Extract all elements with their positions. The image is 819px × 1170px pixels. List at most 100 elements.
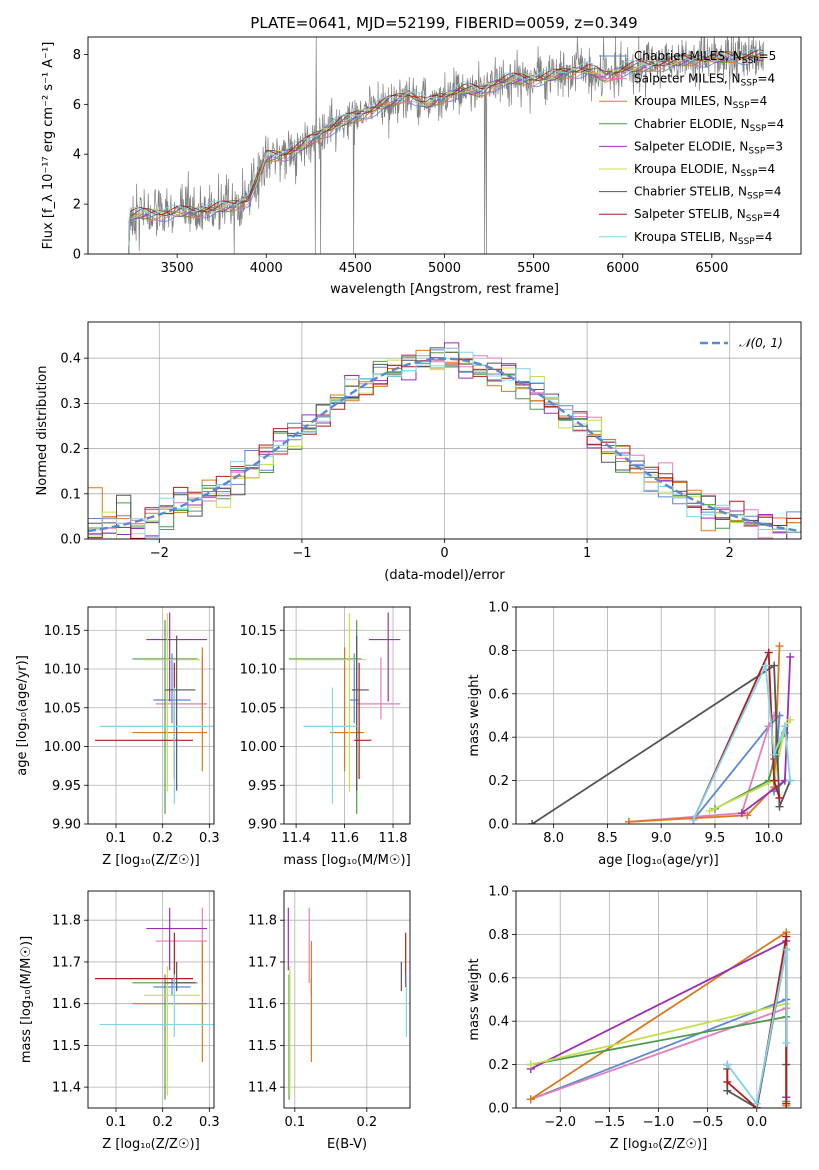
legend-subscript: SSP [747, 192, 764, 202]
panel-spectrum: 3500 4000 4500 5000 5500 6000 6500 0 2 4 6 8 wavelen… [41, 36, 802, 297]
y-tick-label: 4 [73, 148, 81, 163]
y-tick-label: 10.05 [240, 701, 277, 716]
plot-area [526, 928, 791, 1108]
y-axis-label: age [log₁₀(age/yr)] [15, 655, 30, 776]
weight-line [531, 663, 792, 824]
y-tick-label: 9.90 [248, 818, 277, 833]
weight-point-marker [743, 811, 752, 820]
weight-point-marker [786, 776, 795, 785]
x-tick-label: 0.0 [746, 1115, 767, 1130]
weight-point-marker [775, 802, 784, 811]
y-tick-label: 11.5 [52, 1039, 81, 1054]
axes-frame [515, 890, 802, 1109]
legend-nssp: =5 [759, 49, 777, 63]
weight-point-marker [782, 1038, 791, 1047]
x-tick-label: 0.1 [106, 1115, 127, 1130]
legend-subscript: SSP [738, 237, 755, 247]
axes-frame [87, 36, 802, 255]
x-axis-label: Z [log₁₀(Z/Z☉)] [102, 853, 199, 868]
weight-point-marker [705, 806, 714, 815]
legend-entry-normal: 𝒩(0, 1) [739, 336, 783, 350]
x-tick-label: 0.2 [356, 1115, 377, 1130]
legend-nssp: =4 [750, 94, 768, 108]
y-tick-label: 11.5 [248, 1039, 277, 1054]
y-tick-label: 11.8 [248, 914, 277, 929]
weight-line [726, 949, 788, 1106]
normal-curve [88, 357, 801, 533]
legend-nssp: =4 [757, 72, 775, 86]
errorbar-chabrier-elodie [132, 620, 198, 814]
legend-entry-kroupa-stelib: Kroupa STELIB, NSSP=4 [634, 230, 772, 247]
legend-entry-chabrier-elodie: Chabrier ELODIE, NSSP=4 [634, 117, 784, 134]
errorbar-salpeter-miles [155, 907, 207, 983]
y-tick-label: 11.7 [52, 955, 81, 970]
x-tick-label: −1 [292, 546, 311, 561]
y-tick-label: 10.00 [240, 740, 277, 755]
weight-point-marker [723, 1060, 732, 1069]
y-tick-label: 0.2 [488, 774, 509, 789]
legend-nssp: =4 [757, 162, 775, 176]
legend-nssp: =4 [763, 207, 781, 221]
y-tick-label: 11.4 [52, 1081, 81, 1096]
errorbar-salpeter-stelib [354, 662, 372, 780]
y-axis-label: mass weight [467, 958, 482, 1040]
x-tick-label: 0.1 [106, 831, 127, 846]
x-tick-label: 11.6 [330, 831, 359, 846]
legend-entry-salpeter-stelib: Salpeter STELIB, NSSP=4 [634, 207, 780, 224]
panel-weight-vs-z: −2.0 −1.5 −1.0 −0.5 0.0 0.0 0.2 0.4 0.6 0.8 1.0 Z [… [467, 885, 802, 1152]
x-tick-label: 0.3 [199, 831, 220, 846]
errorbar-kroupa-stelib [99, 687, 214, 804]
x-tick-label: 6000 [606, 261, 639, 276]
y-axis-label: mass weight [467, 674, 482, 756]
plot-area [95, 907, 214, 1100]
y-tick-label: 0.8 [488, 928, 509, 943]
x-tick-label: 10.0 [754, 831, 783, 846]
errorbar-chabrier-stelib [351, 635, 369, 791]
x-axis-label: Z [log₁₀(Z/Z☉)] [102, 1137, 199, 1152]
errorbar-kroupa-stelib [99, 974, 214, 1038]
legend-subscript: SSP [750, 124, 767, 134]
errorbar-salpeter-elodie [146, 907, 207, 971]
legend-subscript: SSP [746, 214, 763, 224]
x-tick-label: 8.0 [543, 831, 564, 846]
y-tick-label: 0.1 [60, 487, 81, 502]
panel-residuals: −2 −1 0 1 2 0.0 0.1 0.2 0.3 0.4 (data-model)/error… [35, 321, 802, 583]
y-axis-label: Flux [f_λ 10⁻¹⁷ erg cm⁻² s⁻¹ A⁻¹] [41, 42, 56, 250]
legend-entry-chabrier-miles: Chabrier MILES, NSSP=5 [634, 49, 776, 66]
model-line-chabrier-elodie [127, 53, 764, 254]
figure-title: PLATE=0641, MJD=52199, FIBERID=0059, z=0… [250, 14, 637, 32]
errorbar-salpeter-miles [356, 657, 401, 720]
errorbar-salpeter-miles [155, 657, 207, 720]
legend-nssp: =4 [764, 185, 782, 199]
y-tick-label: 10.05 [44, 701, 81, 716]
x-tick-label: 5000 [428, 261, 461, 276]
weight-point-marker [528, 820, 537, 824]
y-tick-label: 0.8 [488, 644, 509, 659]
y-axis-label: Normed distribution [35, 366, 50, 496]
axes-frame [283, 606, 411, 825]
legend-entry-kroupa-elodie: Kroupa ELODIE, NSSP=4 [634, 162, 775, 179]
legend-nssp: =4 [755, 230, 773, 244]
data-spectrum-line [123, 37, 764, 254]
errorbar-kroupa-miles [132, 941, 207, 1063]
axes-frame [87, 890, 215, 1109]
y-tick-label: 10.10 [44, 663, 81, 678]
y-tick-label: 8 [73, 48, 81, 63]
errorbar-chabrier-miles [153, 978, 191, 996]
y-tick-label: 11.6 [52, 997, 81, 1012]
axes-frame [283, 890, 411, 1109]
model-line-salpeter-miles [127, 55, 764, 254]
panel-weight-vs-age: 8.0 8.5 9.0 9.5 10.0 0.0 0.2 0.4 0.6 0.8 1.0 age [l… [467, 601, 802, 868]
x-tick-label: −2.0 [544, 1115, 576, 1130]
y-tick-label: 0.4 [60, 352, 81, 367]
errorbar-kroupa-miles [132, 647, 207, 772]
x-tick-label: 0.1 [284, 1115, 305, 1130]
x-axis-label: Z [log₁₀(Z/Z☉)] [610, 1137, 707, 1152]
axes-frame [87, 606, 215, 825]
histogram-kroupa-stelib [88, 347, 801, 539]
panel-mass-vs-z: 0.1 0.2 0.3 11.4 11.5 11.6 11.7 11.8 Z [log₁₀(Z/… [19, 890, 220, 1152]
x-tick-label: 9.5 [705, 831, 726, 846]
legend-nssp: =4 [766, 117, 784, 131]
x-tick-label: −0.5 [692, 1115, 724, 1130]
